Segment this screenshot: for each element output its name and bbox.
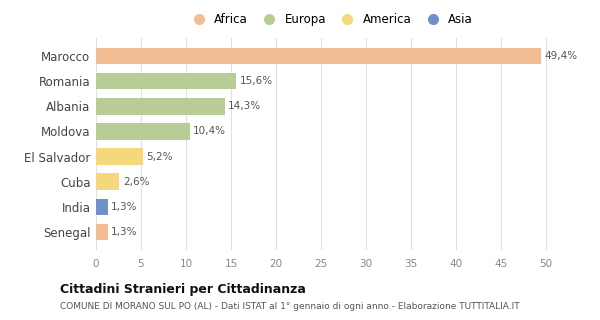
Text: 14,3%: 14,3% bbox=[229, 101, 262, 111]
Bar bbox=[96, 148, 143, 165]
Text: Cittadini Stranieri per Cittadinanza: Cittadini Stranieri per Cittadinanza bbox=[60, 283, 306, 296]
Bar bbox=[96, 224, 108, 240]
Bar bbox=[96, 48, 541, 64]
Text: 49,4%: 49,4% bbox=[544, 51, 577, 61]
Text: COMUNE DI MORANO SUL PO (AL) - Dati ISTAT al 1° gennaio di ogni anno - Elaborazi: COMUNE DI MORANO SUL PO (AL) - Dati ISTA… bbox=[60, 302, 520, 311]
Bar bbox=[96, 73, 236, 89]
Bar bbox=[96, 199, 108, 215]
Bar bbox=[96, 123, 190, 140]
Legend: Africa, Europa, America, Asia: Africa, Europa, America, Asia bbox=[182, 8, 478, 31]
Text: 1,3%: 1,3% bbox=[112, 202, 138, 212]
Text: 1,3%: 1,3% bbox=[112, 227, 138, 237]
Text: 15,6%: 15,6% bbox=[240, 76, 273, 86]
Bar bbox=[96, 173, 119, 190]
Text: 5,2%: 5,2% bbox=[146, 152, 173, 162]
Text: 10,4%: 10,4% bbox=[193, 126, 226, 136]
Bar bbox=[96, 98, 225, 115]
Text: 2,6%: 2,6% bbox=[123, 177, 149, 187]
